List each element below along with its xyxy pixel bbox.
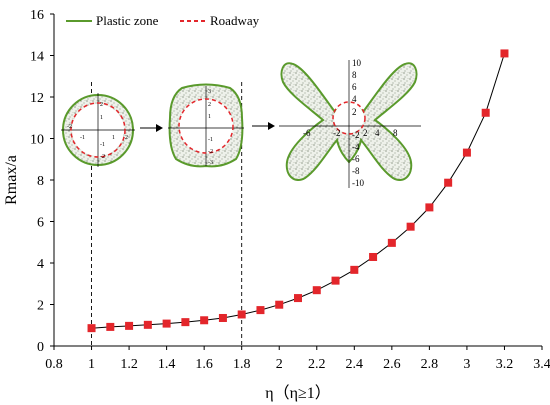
y-tick-label: 14 [30,50,44,65]
y-tick-label: 10 [30,133,44,148]
y-axis-ticks: 0 2 4 6 8 10 12 14 16 [30,8,54,355]
data-point [256,306,265,315]
legend-label-plastic-zone: Plastic zone [96,13,159,28]
x-tick-label: 2 [276,357,283,372]
inset-square-tick-label: 1 [208,114,211,120]
data-point [331,276,340,285]
data-point [237,310,246,319]
y-axis-title: Rmax/a [3,155,20,205]
inset-butterfly-tick-label: 4 [375,128,380,138]
x-tick-label: 1.2 [120,357,138,372]
inset-butterfly-tick-label: 6 [352,82,357,92]
inset-butterfly-tick-label: 8 [352,70,357,80]
inset-square-tick-label: 3 [208,89,211,95]
inset-butterfly-tick-label: -2 [352,130,360,140]
data-point [481,108,490,117]
inset-square-tick-label: -1 [208,137,213,143]
data-point [406,222,415,231]
x-tick-label: 0.8 [45,357,63,372]
y-tick-label: 8 [37,174,44,189]
data-point [444,178,453,187]
y-tick-label: 2 [37,299,44,314]
inset-circle-tick-label: 2 [125,135,128,141]
data-point [425,203,434,212]
data-point [125,321,134,330]
data-point [87,324,96,333]
data-point [106,322,115,331]
inset-circle-tick-label: 2 [100,102,103,108]
data-point [218,313,227,322]
data-point [312,286,321,295]
inset-circle: 1 2 -1 -2 2 1 -1 -2 [61,93,135,167]
y-tick-label: 4 [37,257,44,272]
inset-square-tick-label: -2 [208,149,213,155]
legend: Plastic zone Roadway [66,13,260,28]
inset-square-tick-label: 2 [208,102,211,108]
inset-butterfly-tick-label: -8 [352,166,360,176]
y-tick-label: 12 [30,91,44,106]
inset-butterfly-tick-label: -2 [333,128,341,138]
inset-circle-tick-label: -2 [100,154,105,160]
x-tick-label: 1.4 [158,357,176,372]
legend-label-roadway: Roadway [210,13,260,28]
x-axis-ticks: 0.8 1 1.2 1.4 1.6 1.8 2 2.2 2.4 2.6 2.8 3 3.2 3.4 [45,346,550,372]
inset-butterfly-tick-label: -10 [352,178,364,188]
data-point [143,320,152,329]
series-markers [87,49,509,333]
inset-butterfly-tick-label: 2 [363,128,368,138]
data-point [181,318,190,327]
inset-circle-tick-label: -1 [100,142,105,148]
x-tick-label: 2.6 [383,357,401,372]
arrow-2 [252,122,275,130]
data-point [462,148,471,157]
inset-circle-tick-label: -2 [67,124,72,130]
x-tick-label: 3.4 [533,357,550,372]
inset-butterfly-tick-label: 10 [352,58,362,68]
inset-circle-roadway [70,102,126,158]
inset-butterfly-tick-label: -4 [352,142,360,152]
x-tick-label: 2.2 [308,357,326,372]
x-tick-label: 1 [88,357,95,372]
inset-butterfly-roadway [332,101,366,135]
x-tick-label: 2.4 [346,357,364,372]
x-tick-label: 3 [463,357,470,372]
y-tick-label: 16 [30,8,44,23]
x-tick-label: 1.6 [195,357,213,372]
inset-butterfly-tick-label: 2 [352,107,357,117]
inset-square-tick-label: -3 [208,160,213,166]
inset-rounded-square-roadway [178,98,234,154]
inset-butterfly-tick-label: -6 [352,154,360,164]
data-point [162,319,171,328]
inset-butterfly-tick-label: 4 [352,94,357,104]
inset-butterfly-tick-label: -6 [303,128,311,138]
inset-butterfly-tick-label: 8 [393,128,398,138]
data-point [369,252,378,261]
y-tick-label: 0 [37,340,44,355]
inset-butterfly: 10 8 6 4 2 -2 -4 -6 -8 -10 -6 -2 2 4 8 [279,58,421,188]
inset-circle-tick-label: 1 [100,115,103,121]
x-tick-label: 3.2 [496,357,514,372]
data-point [200,316,209,325]
data-point [350,265,359,274]
x-tick-label: 2.8 [421,357,439,372]
data-point [294,294,302,303]
data-point [275,300,284,309]
inset-circle-tick-label: -1 [80,135,85,141]
inset-circle-tick-label: 1 [112,135,115,141]
x-axis-title: η（η≥1） [265,384,331,402]
inset-rounded-square: 3 2 1 -1 -2 -3 [168,83,244,168]
arrow-1 [140,124,163,132]
x-tick-label: 1.8 [233,357,251,372]
y-tick-label: 6 [37,216,44,231]
data-point [500,49,509,58]
data-point [387,238,396,247]
